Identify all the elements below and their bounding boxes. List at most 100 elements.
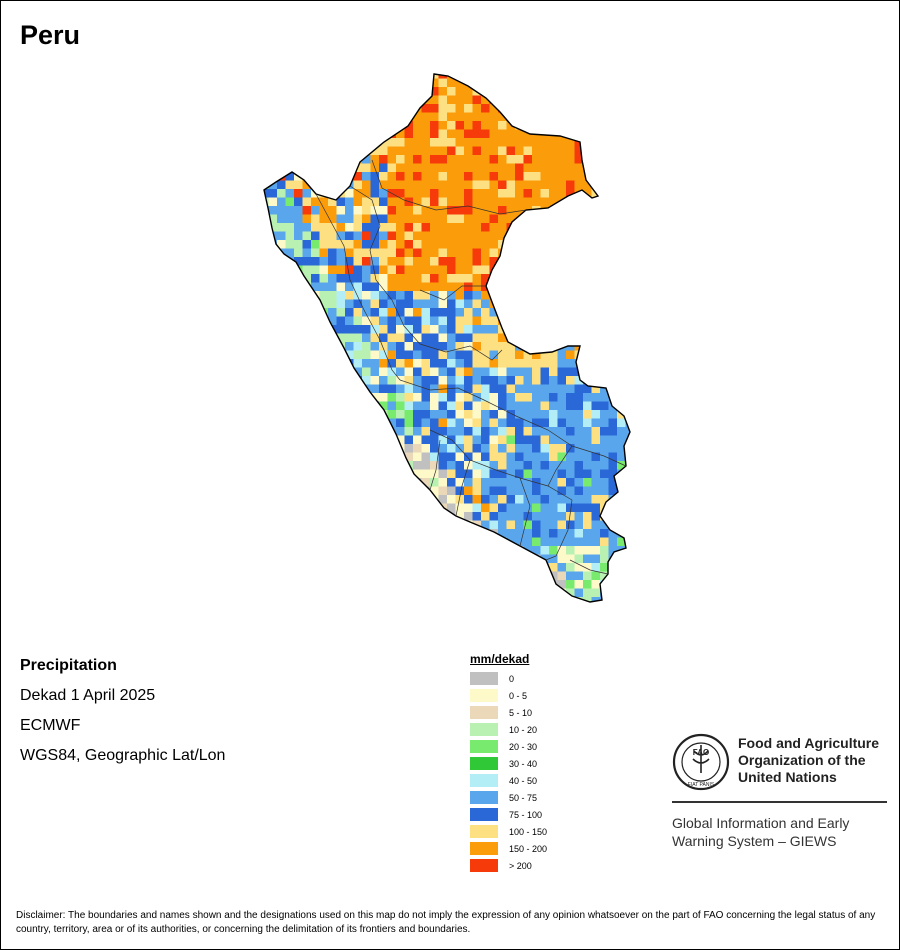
legend-label: 50 - 75 [509, 792, 538, 803]
raster-cell [583, 95, 592, 105]
raster-cell [311, 74, 320, 79]
raster-cell [268, 444, 278, 453]
raster-cell [362, 163, 371, 173]
raster-cell [421, 248, 431, 258]
raster-cell [294, 274, 303, 283]
raster-cell [600, 376, 609, 385]
raster-cell [608, 274, 618, 283]
raster-cell [464, 529, 473, 538]
raster-cell [396, 486, 405, 496]
raster-cell [362, 486, 371, 496]
raster-cell [498, 146, 507, 156]
raster-cell [370, 478, 380, 487]
raster-cell [311, 571, 320, 581]
raster-cell [523, 112, 533, 122]
raster-cell [472, 104, 482, 113]
raster-cell [549, 163, 558, 173]
raster-cell [617, 121, 626, 130]
raster-cell [311, 78, 320, 88]
raster-cell [438, 580, 448, 589]
raster-cell [311, 342, 320, 351]
raster-cell [294, 563, 303, 572]
raster-cell [455, 172, 465, 181]
raster-cell [591, 537, 601, 547]
raster-cell [404, 452, 414, 462]
raster-cell [574, 78, 584, 88]
raster-cell [311, 503, 320, 513]
raster-cell [574, 384, 584, 394]
raster-cell [498, 384, 507, 394]
raster-cell [345, 87, 354, 96]
raster-cell [447, 376, 456, 385]
raster-cell [345, 308, 354, 317]
raster-cell [268, 308, 278, 317]
raster-cell [438, 333, 448, 343]
raster-cell [634, 461, 643, 470]
raster-cell [472, 588, 482, 598]
raster-cell [379, 520, 388, 530]
raster-cell [294, 359, 303, 368]
legend-item: 10 - 20 [470, 721, 547, 738]
raster-cell [362, 214, 371, 224]
raster-cell [379, 121, 388, 130]
raster-cell [540, 240, 550, 249]
raster-cell [600, 206, 609, 215]
raster-cell [532, 240, 541, 249]
raster-cell [396, 155, 405, 164]
raster-cell [387, 588, 397, 598]
raster-cell [387, 316, 397, 326]
raster-cell [498, 580, 507, 589]
raster-cell [515, 172, 524, 181]
raster-cell [396, 461, 405, 470]
raster-cell [481, 316, 490, 326]
raster-cell [328, 231, 337, 241]
raster-cell [472, 571, 482, 581]
raster-cell [515, 240, 524, 249]
raster-cell [506, 172, 516, 181]
raster-cell [336, 563, 346, 572]
raster-cell [506, 520, 516, 530]
raster-cell [498, 129, 507, 139]
raster-cell [617, 461, 626, 470]
raster-cell [591, 597, 601, 602]
raster-cell [583, 87, 592, 96]
raster-cell [353, 563, 363, 572]
raster-cell [387, 367, 397, 377]
raster-cell [438, 537, 448, 547]
raster-cell [583, 452, 592, 462]
raster-cell [634, 206, 643, 215]
raster-cell [549, 129, 558, 139]
raster-cell [464, 401, 473, 411]
raster-cell [574, 393, 584, 402]
raster-cell [311, 172, 320, 181]
raster-cell [600, 308, 609, 317]
raster-cell [472, 495, 482, 504]
raster-cell [540, 121, 550, 130]
raster-cell [285, 444, 295, 453]
raster-cell [387, 529, 397, 538]
raster-cell [353, 146, 363, 156]
raster-cell [277, 342, 286, 351]
raster-cell [489, 520, 499, 530]
raster-cell [506, 274, 516, 283]
raster-cell [464, 231, 473, 241]
raster-cell [591, 325, 601, 334]
raster-cell [319, 597, 329, 602]
raster-cell [328, 214, 337, 224]
raster-cell [506, 367, 516, 377]
raster-cell [264, 393, 269, 402]
raster-cell [583, 308, 592, 317]
raster-cell [625, 444, 630, 453]
raster-cell [302, 129, 312, 139]
raster-cell [387, 146, 397, 156]
raster-cell [498, 138, 507, 147]
raster-cell [600, 333, 609, 343]
raster-cell [566, 257, 575, 266]
raster-cell [549, 325, 558, 334]
raster-cell [532, 189, 541, 198]
raster-cell [464, 240, 473, 249]
raster-cell [345, 291, 354, 300]
raster-cell [328, 529, 337, 538]
raster-cell [608, 367, 618, 377]
raster-cell [634, 597, 643, 606]
